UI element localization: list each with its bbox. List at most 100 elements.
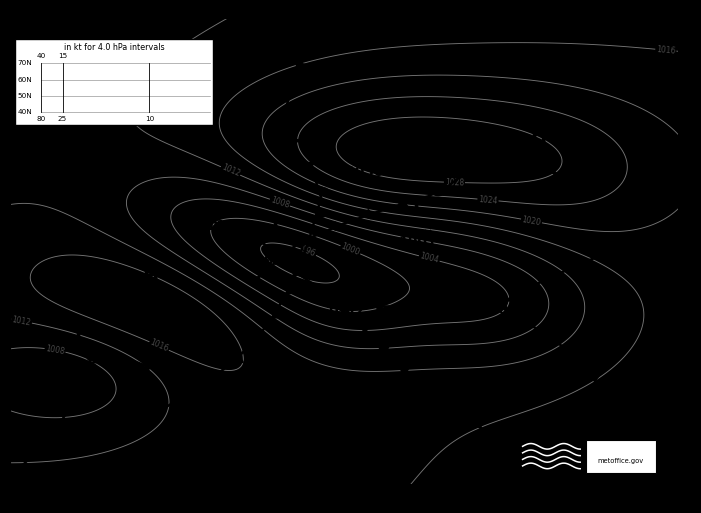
Polygon shape	[229, 228, 238, 234]
Polygon shape	[315, 211, 325, 220]
Polygon shape	[360, 326, 369, 332]
Polygon shape	[319, 287, 327, 292]
Text: metoffice.gov: metoffice.gov	[597, 458, 644, 464]
Text: 1028: 1028	[444, 177, 464, 187]
Wedge shape	[339, 303, 345, 311]
Text: 40: 40	[36, 52, 46, 58]
Text: H: H	[142, 267, 158, 286]
Polygon shape	[64, 408, 74, 416]
Text: in kt for 4.0 hPa intervals: in kt for 4.0 hPa intervals	[64, 43, 164, 52]
Polygon shape	[241, 274, 248, 279]
Text: 50N: 50N	[18, 93, 33, 99]
Text: 1024: 1024	[519, 165, 558, 179]
Polygon shape	[304, 162, 314, 169]
Polygon shape	[308, 236, 318, 245]
Text: 1008: 1008	[45, 344, 65, 356]
Polygon shape	[79, 362, 88, 369]
Text: 1008: 1008	[269, 195, 290, 210]
Polygon shape	[285, 37, 295, 45]
Wedge shape	[576, 260, 585, 267]
Text: 80: 80	[36, 116, 46, 122]
Text: 1001: 1001	[399, 235, 437, 249]
Text: 1020: 1020	[522, 215, 542, 227]
Polygon shape	[521, 318, 529, 324]
Wedge shape	[547, 273, 556, 280]
Text: 1000: 1000	[61, 363, 100, 378]
Polygon shape	[547, 334, 557, 341]
Polygon shape	[268, 14, 279, 22]
Text: L: L	[74, 326, 86, 345]
Polygon shape	[271, 311, 282, 319]
Polygon shape	[207, 376, 218, 383]
Text: 1024: 1024	[478, 194, 498, 205]
Text: 1002: 1002	[325, 305, 364, 319]
Text: 40N: 40N	[18, 109, 33, 115]
FancyBboxPatch shape	[585, 441, 656, 473]
Polygon shape	[522, 459, 531, 465]
Polygon shape	[498, 440, 508, 446]
Polygon shape	[400, 368, 409, 374]
Text: 70N: 70N	[18, 60, 33, 66]
Text: 1004: 1004	[418, 252, 440, 265]
Wedge shape	[300, 236, 311, 244]
Text: 996: 996	[300, 245, 317, 259]
Polygon shape	[74, 386, 83, 393]
Wedge shape	[489, 303, 496, 311]
Polygon shape	[180, 393, 190, 401]
Polygon shape	[254, 334, 265, 341]
Text: 25: 25	[58, 116, 67, 122]
Polygon shape	[605, 398, 614, 404]
Polygon shape	[31, 450, 41, 457]
Polygon shape	[296, 62, 306, 70]
Polygon shape	[318, 186, 327, 194]
Polygon shape	[290, 87, 299, 95]
Polygon shape	[286, 286, 297, 294]
Text: L: L	[271, 216, 284, 235]
Wedge shape	[637, 238, 645, 245]
Polygon shape	[379, 347, 388, 353]
Text: 1003: 1003	[479, 303, 518, 317]
Polygon shape	[151, 410, 161, 417]
Text: 1012: 1012	[11, 315, 32, 327]
Wedge shape	[606, 248, 614, 255]
Polygon shape	[284, 113, 294, 121]
Wedge shape	[255, 238, 264, 245]
Text: 1030: 1030	[346, 165, 384, 179]
Polygon shape	[473, 422, 482, 428]
Wedge shape	[332, 222, 342, 230]
Wedge shape	[110, 356, 116, 364]
Text: 1011: 1011	[188, 219, 226, 233]
Polygon shape	[421, 387, 431, 393]
Polygon shape	[447, 404, 456, 411]
FancyBboxPatch shape	[15, 39, 212, 125]
Polygon shape	[342, 304, 351, 311]
Text: 60N: 60N	[18, 76, 33, 83]
Text: 1016: 1016	[656, 45, 676, 55]
Text: 1016: 1016	[149, 338, 170, 354]
Wedge shape	[399, 199, 408, 208]
Wedge shape	[207, 217, 213, 225]
Polygon shape	[495, 301, 503, 307]
Text: 15: 15	[58, 52, 67, 58]
Wedge shape	[458, 170, 470, 177]
Wedge shape	[365, 210, 374, 219]
Text: H: H	[357, 127, 373, 146]
Polygon shape	[50, 430, 60, 437]
Text: H: H	[531, 127, 547, 146]
Wedge shape	[493, 302, 502, 309]
Wedge shape	[519, 287, 529, 294]
Wedge shape	[293, 270, 302, 277]
Text: L: L	[339, 267, 350, 286]
Wedge shape	[145, 363, 153, 370]
Text: 10: 10	[145, 116, 154, 122]
Polygon shape	[297, 262, 307, 270]
Text: 1000: 1000	[340, 242, 361, 258]
Wedge shape	[74, 362, 82, 370]
Polygon shape	[289, 139, 299, 146]
Wedge shape	[376, 302, 382, 310]
Text: L: L	[492, 265, 505, 284]
Text: 1027: 1027	[131, 305, 170, 319]
Wedge shape	[263, 269, 271, 274]
Text: 1012: 1012	[220, 163, 241, 179]
Wedge shape	[339, 304, 349, 309]
